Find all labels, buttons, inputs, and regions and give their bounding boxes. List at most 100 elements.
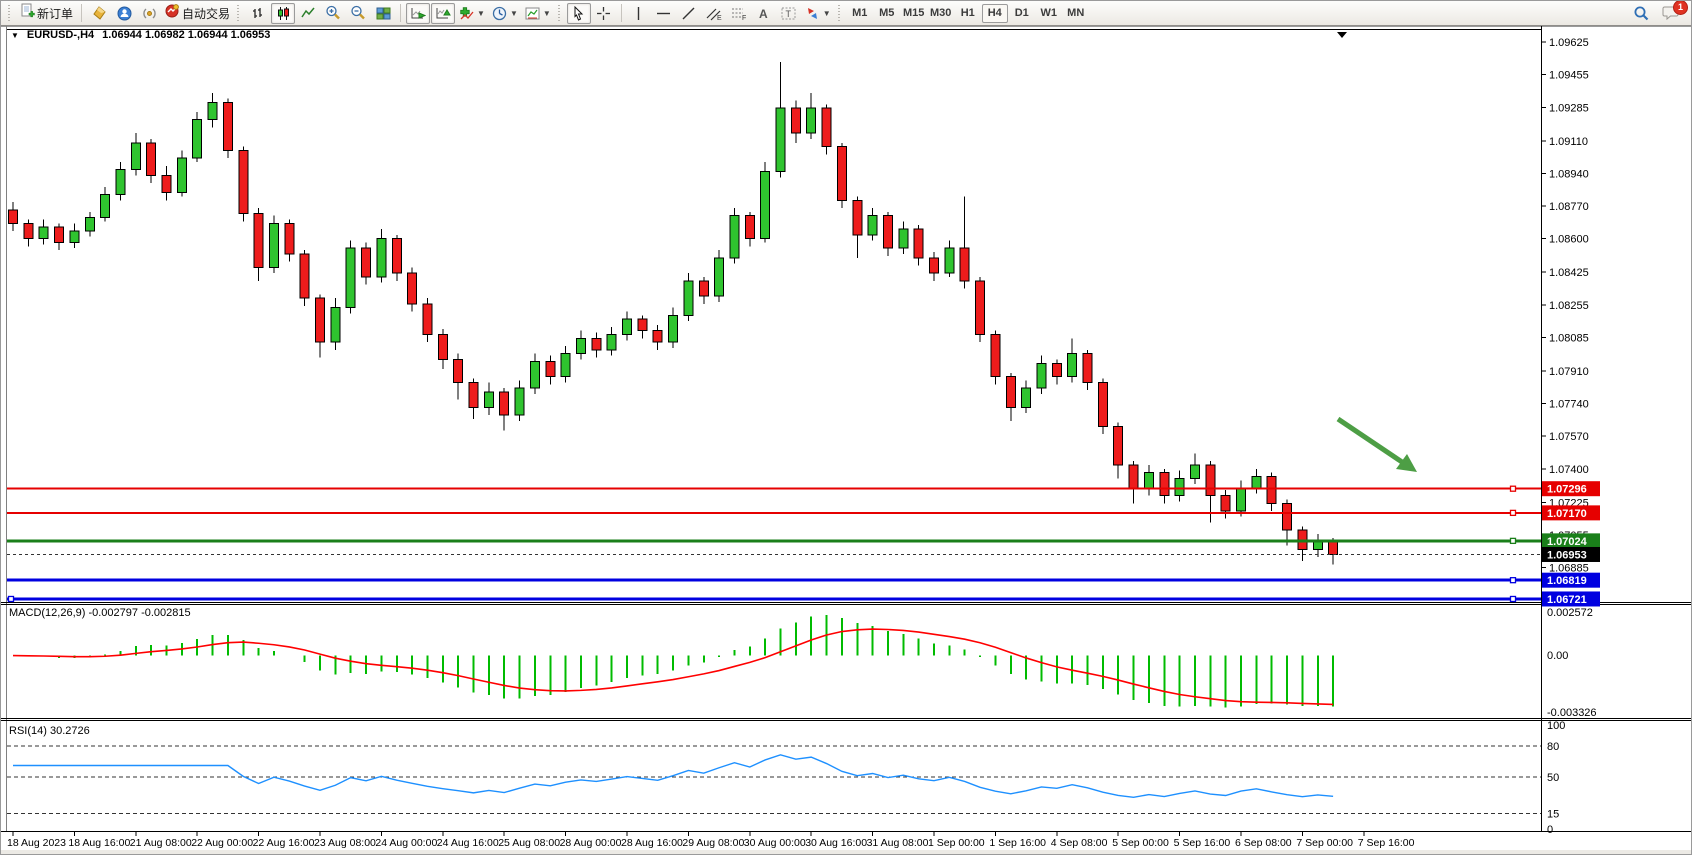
candle[interactable] [100, 194, 111, 219]
candlestick-mode-icon[interactable] [271, 2, 296, 24]
candle[interactable] [330, 307, 341, 343]
candle[interactable] [207, 101, 218, 121]
candle[interactable] [268, 222, 279, 268]
timeframe-button-d1[interactable]: D1 [1014, 7, 1029, 19]
periods-button[interactable]: ▼ [489, 3, 521, 24]
candle[interactable] [806, 107, 817, 134]
candle[interactable] [591, 337, 602, 351]
candle[interactable] [1067, 353, 1078, 378]
candle[interactable] [84, 217, 95, 232]
candle[interactable] [376, 238, 387, 278]
candle[interactable] [23, 222, 34, 240]
candle[interactable] [1051, 362, 1062, 378]
line-handle[interactable] [1509, 595, 1517, 603]
new-order-button[interactable]: 新订单 [17, 3, 76, 24]
bar-chart-mode-icon[interactable] [246, 3, 270, 24]
signals-icon[interactable] [137, 3, 161, 24]
candle[interactable] [253, 213, 264, 268]
candle[interactable] [1282, 502, 1293, 531]
horizontal-line-tool-icon[interactable] [652, 3, 676, 24]
crosshair-icon[interactable] [592, 3, 616, 24]
candle[interactable] [821, 107, 832, 148]
line-handle[interactable] [7, 595, 15, 603]
timeframe-button-w1[interactable]: W1 [1040, 7, 1057, 19]
candle[interactable] [499, 391, 510, 416]
vertical-line-tool-icon[interactable] [627, 3, 651, 24]
candle[interactable] [391, 238, 402, 274]
candle[interactable] [192, 119, 203, 159]
candle[interactable] [1021, 387, 1032, 408]
fibonacci-tool-icon[interactable]: F [727, 3, 751, 24]
candle[interactable] [760, 171, 771, 240]
candle[interactable] [975, 280, 986, 336]
candle[interactable] [1266, 475, 1277, 504]
candle[interactable] [790, 107, 801, 134]
candle[interactable] [222, 101, 233, 151]
candle[interactable] [990, 334, 1001, 378]
annotation-arrow[interactable] [1336, 416, 1404, 465]
candle[interactable] [744, 215, 755, 240]
text-label-tool-icon[interactable]: T [777, 3, 801, 24]
candle[interactable] [514, 387, 525, 416]
candle[interactable] [1082, 353, 1093, 383]
candle[interactable] [852, 199, 863, 236]
price-chart-svg[interactable]: 1.09625 1.09455 1.09285 1.09110 1.08940 1.087… [1, 26, 1692, 855]
candle[interactable] [1113, 426, 1124, 466]
timeframe-button-h1[interactable]: H1 [960, 7, 975, 19]
toolbar-grip[interactable] [557, 5, 563, 21]
candle[interactable] [867, 215, 878, 236]
notifications-icon[interactable]: 1 [1659, 1, 1688, 24]
trendline-tool-icon[interactable] [677, 3, 701, 24]
toolbar-grip[interactable] [237, 5, 243, 21]
candle[interactable] [437, 334, 448, 360]
candle[interactable] [882, 215, 893, 249]
autoscroll-icon[interactable] [406, 2, 431, 24]
candle[interactable] [1236, 487, 1246, 512]
toolbar-grip[interactable] [837, 5, 843, 21]
candle[interactable] [238, 149, 249, 215]
candle[interactable] [1328, 541, 1339, 555]
arrows-tool-icon[interactable]: ▼ [802, 3, 834, 24]
candle[interactable] [652, 330, 663, 343]
candle[interactable] [315, 297, 325, 343]
candle[interactable] [714, 257, 725, 297]
candle[interactable] [146, 142, 157, 176]
timeframe-button-mn[interactable]: MN [1067, 7, 1085, 19]
candle[interactable] [361, 247, 372, 278]
zoom-in-icon[interactable] [321, 3, 345, 24]
candle[interactable] [683, 280, 694, 316]
search-icon[interactable] [1629, 3, 1653, 24]
candle[interactable] [453, 358, 464, 383]
candle[interactable] [284, 222, 295, 255]
candle[interactable] [529, 360, 540, 389]
chart-shift-marker[interactable] [1337, 32, 1347, 38]
candle[interactable] [1005, 376, 1016, 408]
tile-windows-icon[interactable] [371, 3, 395, 24]
indicators-button[interactable]: ▼ [456, 3, 488, 24]
candle[interactable] [729, 215, 740, 259]
autotrade-button[interactable]: 自动交易 [162, 3, 233, 24]
timeframe-button-m1[interactable]: M1 [852, 7, 868, 19]
line-handle[interactable] [1509, 509, 1517, 517]
line-handle[interactable] [1509, 485, 1517, 492]
candle[interactable] [913, 228, 924, 259]
candle[interactable] [929, 257, 939, 274]
line-handle[interactable] [1509, 537, 1517, 545]
candle[interactable] [668, 314, 679, 343]
candle[interactable] [38, 226, 49, 240]
candle[interactable] [944, 247, 955, 274]
toolbar-grip[interactable] [8, 5, 13, 21]
candle[interactable] [698, 280, 709, 297]
text-tool-icon[interactable]: A [752, 3, 776, 24]
candle[interactable] [299, 253, 310, 299]
candle[interactable] [575, 337, 586, 355]
candle[interactable] [1205, 464, 1216, 497]
line-handle[interactable] [1509, 577, 1517, 584]
candle[interactable] [959, 247, 970, 282]
candle[interactable] [1220, 495, 1231, 512]
cursor-icon[interactable] [566, 2, 591, 24]
timeframe-button-m30[interactable]: M30 [930, 7, 952, 19]
candle[interactable] [606, 334, 617, 351]
candle[interactable] [468, 381, 479, 408]
templates-button[interactable]: ▼ [522, 3, 554, 24]
